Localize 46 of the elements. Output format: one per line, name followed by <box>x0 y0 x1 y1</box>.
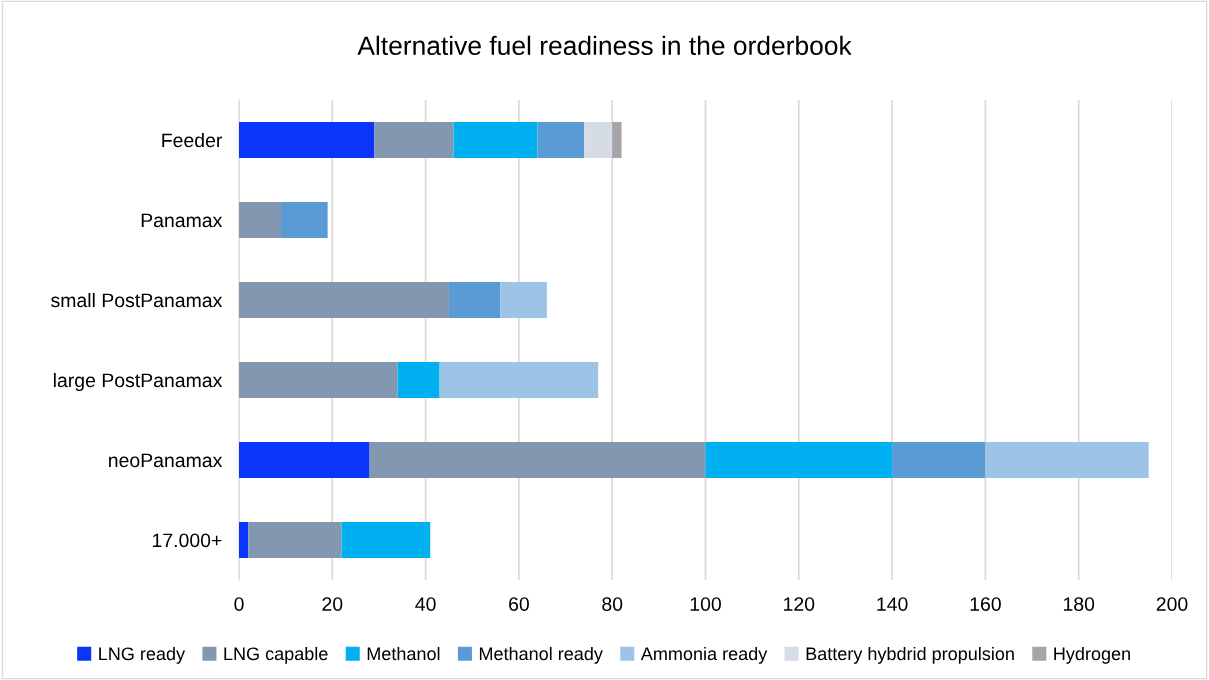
bar <box>374 122 454 158</box>
bar <box>239 362 398 398</box>
bar <box>239 122 375 158</box>
bar <box>537 122 585 158</box>
bar <box>341 522 431 558</box>
y-tick-label: Feeder <box>162 132 223 148</box>
legend-label: Battery hybdrid propulsion <box>806 646 1014 664</box>
x-tick-label: 140 <box>877 597 908 611</box>
x-tick-label: 80 <box>602 597 623 611</box>
x-tick-label: 120 <box>784 597 815 611</box>
legend-label: Hydrogen <box>1054 646 1130 664</box>
y-tick-label: neoPanamax <box>109 453 223 468</box>
legend-label: Ammonia ready <box>640 646 768 664</box>
bar <box>439 362 599 398</box>
y-tick-label: Panamax <box>141 213 223 228</box>
x-tick-label: 180 <box>1063 597 1095 611</box>
bar <box>985 442 1149 478</box>
bar <box>239 522 249 558</box>
y-tick-label: small PostPanamax <box>51 292 223 308</box>
x-tick-label: 100 <box>690 597 721 611</box>
legend-label: LNG capable <box>224 646 328 664</box>
x-tick-label: 200 <box>1156 597 1188 611</box>
bar <box>500 282 547 318</box>
y-tick-label: large PostPanamax <box>53 372 223 392</box>
bar <box>239 202 281 238</box>
bar <box>453 122 538 158</box>
x-tick-label: 20 <box>322 597 343 611</box>
bar <box>369 442 706 478</box>
bar <box>448 282 501 318</box>
x-tick-label: 40 <box>415 597 436 611</box>
bar <box>397 362 440 398</box>
x-tick-label: 160 <box>970 597 1001 611</box>
bar <box>705 442 893 478</box>
x-tick-label: 60 <box>509 597 529 611</box>
chart-title: Alternative fuel readiness in the orderbook <box>357 35 852 56</box>
bar <box>892 442 986 478</box>
y-tick-label: 17.000+ <box>152 533 222 548</box>
bar <box>280 202 328 238</box>
legend-label: LNG ready <box>99 646 186 664</box>
bar <box>248 522 342 558</box>
bar <box>239 282 449 318</box>
bar <box>612 122 622 158</box>
x-tick-label: 0 <box>234 597 244 611</box>
bar <box>239 442 370 478</box>
legend-label: Methanol ready <box>479 646 603 664</box>
legend-label: Methanol <box>367 646 440 661</box>
